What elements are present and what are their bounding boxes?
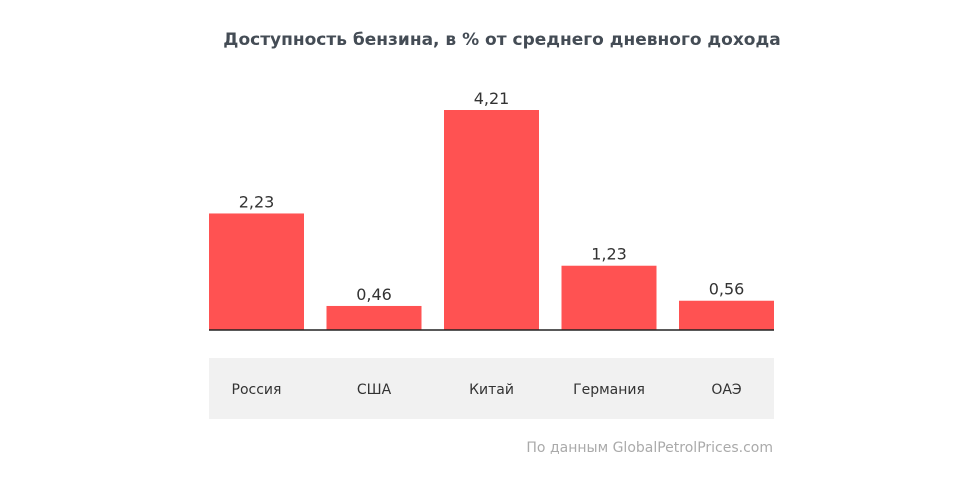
- bar-0: [209, 213, 304, 330]
- value-label-2: 4,21: [474, 89, 510, 108]
- value-label-4: 0,56: [709, 280, 745, 299]
- category-label-1: США: [357, 382, 392, 398]
- source-note: По данным GlobalPetrolPrices.com: [526, 440, 773, 456]
- category-label-3: Германия: [573, 382, 645, 398]
- bar-2: [444, 110, 539, 330]
- value-label-3: 1,23: [591, 245, 627, 264]
- value-label-0: 2,23: [239, 192, 275, 211]
- chart-title: Доступность бензина, в % от среднего дне…: [223, 30, 781, 50]
- category-label-2: Китай: [469, 382, 514, 398]
- value-label-1: 0,46: [356, 285, 392, 304]
- bar-1: [326, 305, 422, 330]
- category-band: [209, 358, 774, 419]
- bar-3: [561, 265, 657, 330]
- category-label-4: ОАЭ: [711, 382, 741, 398]
- category-label-0: Россия: [232, 382, 282, 398]
- bar-4: [679, 300, 774, 330]
